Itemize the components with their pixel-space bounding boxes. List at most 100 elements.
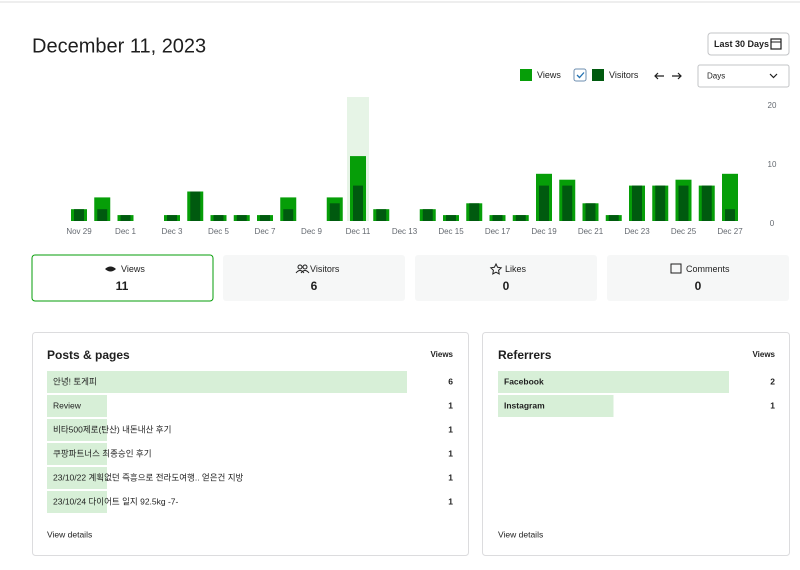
visitors-bar[interactable] (608, 215, 619, 221)
visitors-bar[interactable] (655, 185, 666, 221)
x-tick-label: Dec 27 (717, 227, 743, 236)
visitors-bar[interactable] (120, 215, 131, 221)
x-tick-label: Dec 23 (624, 227, 650, 236)
calendar-icon[interactable] (770, 38, 782, 50)
column-header: Views (752, 350, 775, 359)
visitors-bar[interactable] (469, 203, 480, 221)
bar-chart: 0 10 20 Nov 29 Dec 1 Dec 3 Dec 5 Dec 7 Dec 9 Dec … (66, 97, 777, 236)
row-value: 1 (448, 472, 453, 482)
comment-icon (670, 263, 682, 274)
stat-label: Visitors (310, 264, 340, 274)
next-arrow[interactable] (672, 72, 682, 80)
y-tick-label: 10 (768, 160, 777, 169)
visitors-bar[interactable] (562, 185, 573, 221)
x-tick-label: Dec 13 (392, 227, 418, 236)
stat-label: Views (121, 264, 145, 274)
panel-title: Referrers (498, 348, 552, 362)
visitors-bar[interactable] (515, 215, 526, 221)
visitors-bar[interactable] (283, 209, 294, 221)
visitors-bar[interactable] (213, 215, 224, 221)
stat-value: 11 (116, 279, 129, 293)
button-label[interactable]: Last 30 Days (714, 39, 769, 49)
period-select[interactable]: Days (697, 64, 790, 88)
date-title: December 11, 2023 (32, 35, 206, 57)
visitors-bar[interactable] (725, 209, 735, 221)
select-chevron[interactable] (769, 73, 778, 79)
visitors-bar[interactable] (678, 185, 689, 221)
range-button[interactable]: Last 30 Days (707, 32, 790, 56)
star-icon (489, 262, 503, 275)
row-value: 1 (448, 400, 453, 410)
x-tick-label: Dec 5 (208, 227, 229, 236)
row-bar (498, 395, 614, 417)
visitors-bar[interactable] (236, 215, 247, 221)
x-tick-label: Dec 17 (485, 227, 511, 236)
visitors-bar[interactable] (190, 191, 201, 222)
x-tick-label: Dec 1 (115, 227, 136, 236)
legend-checkbox[interactable] (573, 68, 587, 82)
x-tick-label: Dec 25 (671, 227, 697, 236)
select-frame[interactable] (697, 64, 790, 88)
select-label[interactable]: Days (707, 72, 725, 81)
legend-label: Visitors (609, 70, 639, 80)
visitors-bar[interactable] (446, 215, 456, 221)
stat-card[interactable] (31, 254, 214, 302)
visitors-bar[interactable] (329, 203, 340, 221)
stat-card[interactable] (415, 255, 597, 301)
row-value: 1 (448, 424, 453, 434)
people-icon (295, 270, 310, 274)
legend-swatch (592, 69, 604, 81)
visitors-bar[interactable] (74, 209, 84, 221)
view-details[interactable]: View details (47, 529, 92, 539)
legend-label: Views (537, 70, 561, 80)
row-bar (47, 371, 407, 393)
visitors-bar[interactable] (97, 209, 108, 221)
stat-label: Likes (505, 264, 527, 274)
stat-card[interactable] (223, 255, 405, 301)
stat-label: Comments (686, 264, 730, 274)
row-label[interactable]: Facebook (504, 376, 544, 386)
row-bar (47, 419, 107, 441)
visitors-bar[interactable] (353, 185, 363, 221)
tables: Posts & pages Views 안녕! 토게피 6 Review 1 비타500제로… (47, 348, 776, 539)
x-tick-label: Dec 3 (162, 227, 183, 236)
row-label[interactable]: Instagram (504, 400, 545, 410)
button-frame[interactable] (707, 32, 790, 56)
visitors-bar[interactable] (260, 215, 270, 221)
x-tick-label: Dec 7 (255, 227, 276, 236)
row-value: 1 (770, 400, 775, 410)
eye-icon (105, 266, 116, 272)
row-value: 1 (448, 496, 453, 506)
view-details[interactable]: View details (498, 529, 543, 539)
x-tick-label: Dec 19 (531, 227, 557, 236)
checkbox-check[interactable] (576, 72, 585, 79)
x-tick-label: Dec 11 (346, 227, 371, 236)
visitors-bar[interactable] (422, 209, 433, 221)
column-header: Views (430, 350, 453, 359)
visitors-bar[interactable] (539, 185, 549, 221)
stat-value: 6 (311, 279, 318, 293)
x-tick-label: Dec 21 (578, 227, 604, 236)
people-icon (297, 264, 303, 270)
visitors-bar[interactable] (632, 185, 642, 221)
panel-title: Posts & pages (47, 348, 130, 362)
row-label[interactable]: 23/10/22 계획없던 즉흥으로 전라도여행.. 얻은건 지방 (53, 472, 244, 482)
row-label[interactable]: 23/10/24 다이어트 일지 92.5kg -7- (53, 496, 179, 506)
row-value: 2 (770, 376, 775, 386)
visitors-bar[interactable] (492, 215, 503, 221)
row-bar (47, 491, 107, 513)
stat-card[interactable] (607, 255, 789, 301)
visitors-bar[interactable] (701, 185, 712, 221)
row-label[interactable]: Review (53, 400, 82, 410)
visitors-bar[interactable] (167, 215, 177, 221)
prev-arrow[interactable] (654, 72, 664, 80)
visitors-bar[interactable] (376, 209, 387, 221)
row-label[interactable]: 비타500제로(탄산) 내돈내산 후기 (53, 424, 171, 434)
row-bar (498, 371, 729, 393)
row-bar (47, 467, 107, 489)
visitors-bar[interactable] (585, 203, 596, 221)
row-label[interactable]: 쿠팡파트너스 최종승인 후기 (53, 448, 152, 458)
legend-swatch (520, 69, 532, 81)
row-value: 6 (448, 376, 453, 386)
row-label[interactable]: 안녕! 토게피 (53, 376, 97, 386)
